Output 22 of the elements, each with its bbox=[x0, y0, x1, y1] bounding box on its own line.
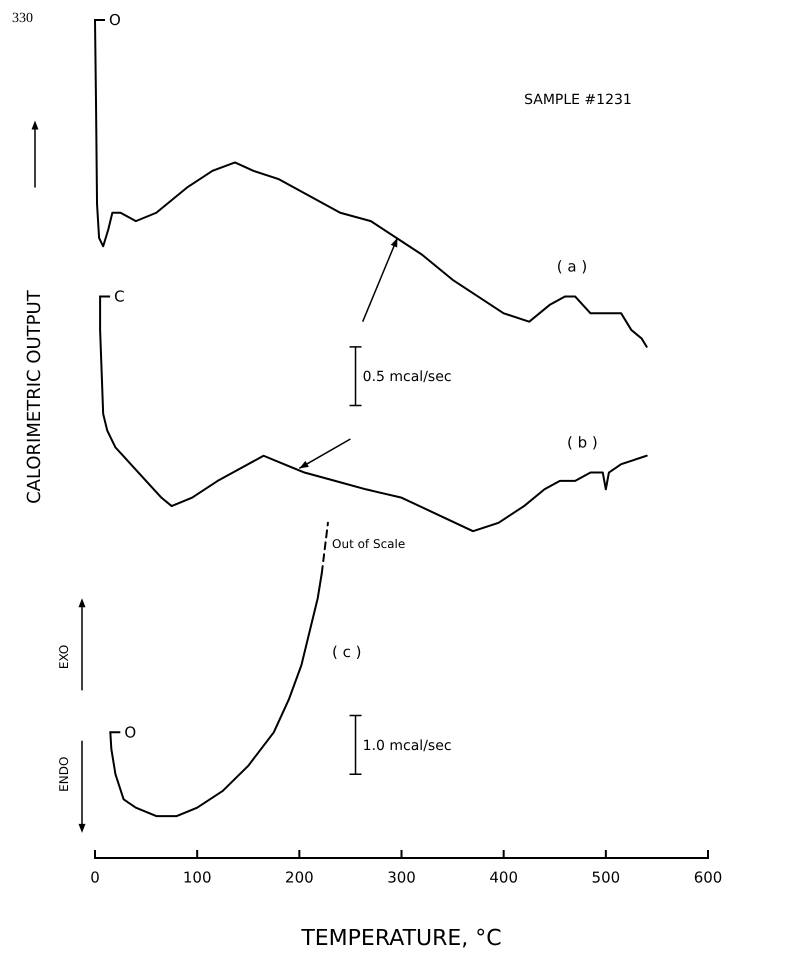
annotation: O bbox=[124, 723, 136, 742]
text: ENDO bbox=[57, 756, 71, 792]
x-tick-label: 0 bbox=[90, 868, 100, 887]
x-tick-label: 600 bbox=[694, 868, 722, 887]
series-label: ( b ) bbox=[567, 433, 598, 452]
series-label: ( c ) bbox=[332, 642, 362, 661]
x-tick-label: 400 bbox=[489, 868, 518, 887]
annotation: 1.0 mcal/sec bbox=[362, 738, 452, 754]
annotation: SAMPLE #1231 bbox=[524, 92, 632, 108]
series-label: ( a ) bbox=[556, 257, 588, 276]
text: 330 bbox=[12, 11, 33, 26]
annotation: 0.5 mcal/sec bbox=[362, 369, 452, 386]
y-axis-title: CALORIMETRIC OUTPUT bbox=[24, 289, 45, 504]
x-tick-label: 100 bbox=[182, 868, 212, 887]
x-axis-title: TEMPERATURE, °C bbox=[300, 926, 502, 951]
text: EXO bbox=[57, 644, 71, 670]
x-tick-label: 300 bbox=[387, 868, 416, 887]
x-tick-label: 500 bbox=[592, 868, 620, 887]
annotation: Out of Scale bbox=[332, 536, 406, 551]
x-tick-label: 200 bbox=[285, 868, 314, 887]
annotation: C bbox=[114, 288, 125, 306]
annotation: O bbox=[109, 11, 121, 29]
